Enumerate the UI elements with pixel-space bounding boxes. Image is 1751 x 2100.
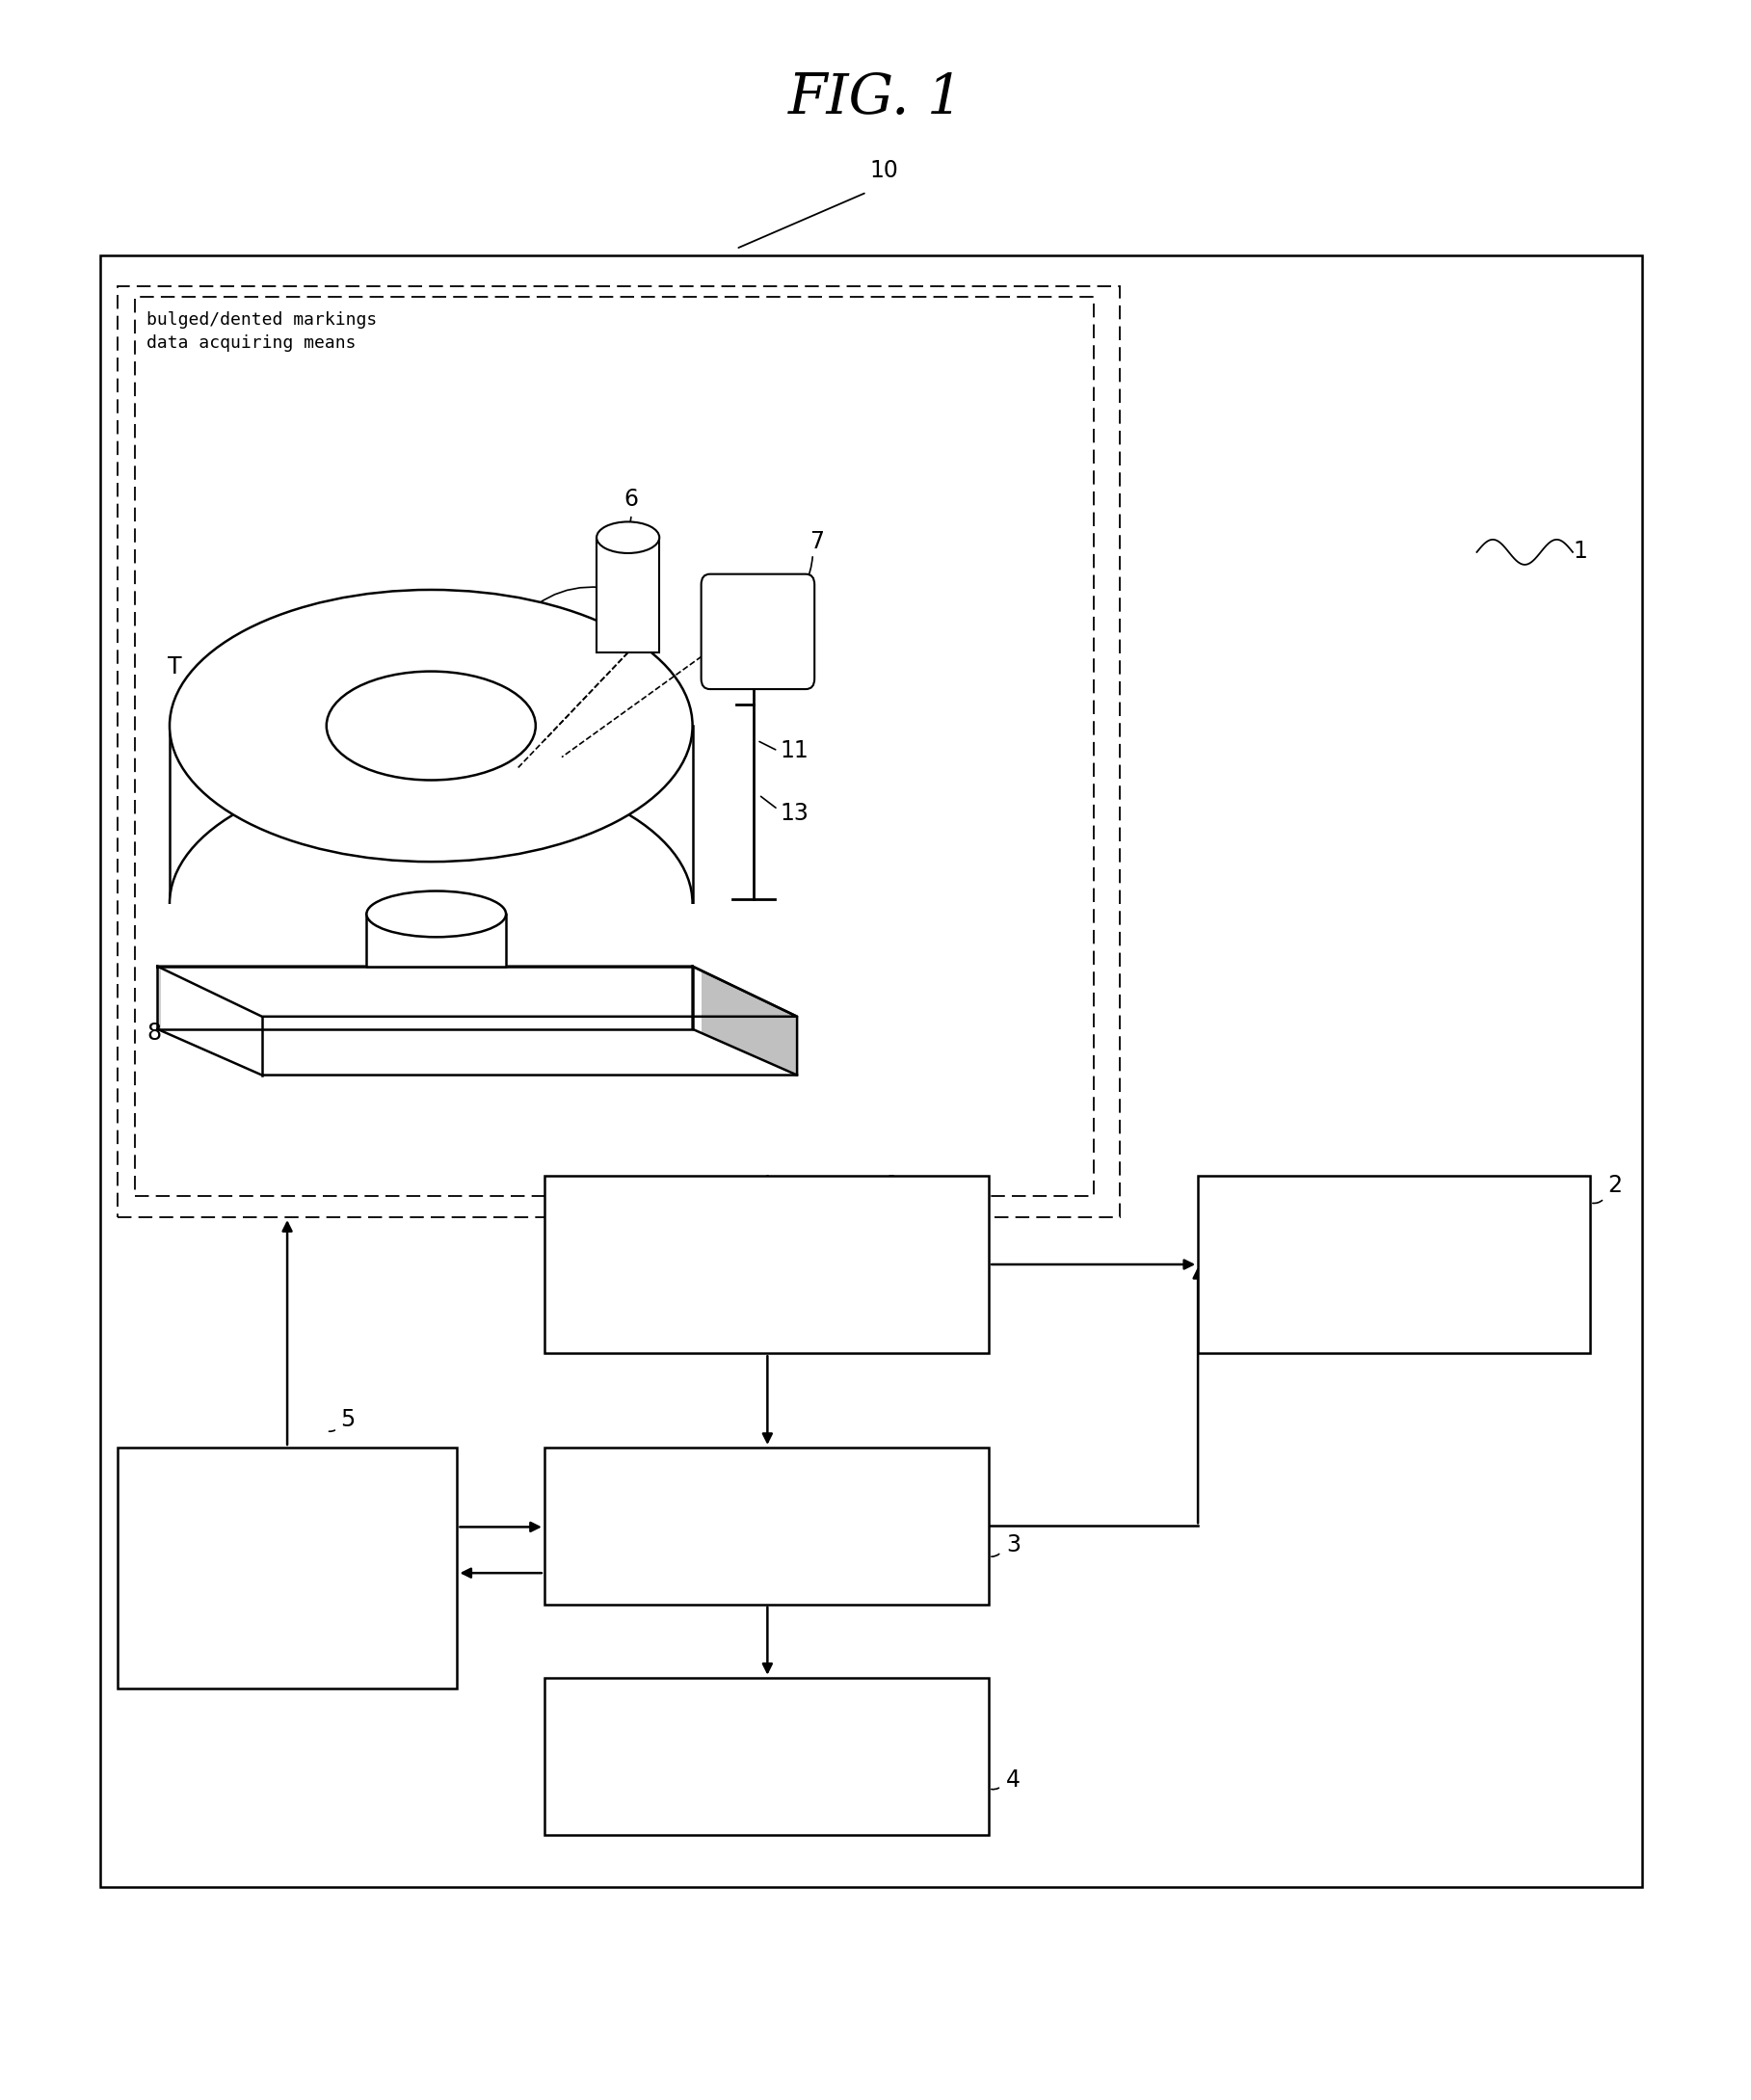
Text: 8: 8	[147, 1021, 161, 1044]
Polygon shape	[158, 966, 797, 1016]
Bar	[597, 538, 660, 653]
Text: bulged/dented markings
data acquiring means: bulged/dented markings data acquiring me…	[147, 311, 378, 351]
Text: result display means: result display means	[653, 1747, 879, 1766]
Bar	[545, 1678, 989, 1835]
Polygon shape	[158, 966, 692, 1029]
Ellipse shape	[597, 521, 660, 552]
Text: 10: 10	[870, 160, 898, 183]
Polygon shape	[692, 966, 797, 1075]
Ellipse shape	[170, 769, 692, 1040]
Bar	[117, 286, 1119, 1218]
FancyBboxPatch shape	[700, 573, 814, 689]
Text: 3: 3	[1007, 1533, 1021, 1556]
Text: control means
for total
device: control means for total device	[214, 1535, 361, 1600]
Text: T: T	[168, 655, 182, 678]
Bar	[117, 1447, 457, 1688]
Bar	[135, 296, 1093, 1197]
Text: 9: 9	[884, 1174, 898, 1197]
Text: device for generating
geometric data: device for generating geometric data	[648, 1243, 886, 1285]
Text: 1: 1	[1572, 540, 1586, 563]
Text: 6: 6	[625, 487, 639, 510]
Bar	[161, 903, 700, 1050]
Text: 11: 11	[779, 739, 809, 762]
Text: 12: 12	[478, 613, 506, 636]
Bar	[545, 1176, 989, 1352]
Bar	[545, 1447, 989, 1604]
Bar	[100, 254, 1642, 1886]
Bar	[1198, 1176, 1590, 1352]
Text: 4: 4	[1007, 1768, 1021, 1791]
Polygon shape	[366, 914, 506, 966]
Text: computing means: computing means	[681, 1516, 851, 1535]
Text: 5: 5	[340, 1409, 355, 1432]
Ellipse shape	[366, 890, 506, 937]
Text: geometric data
storage means: geometric data storage means	[1315, 1243, 1473, 1285]
Text: 7: 7	[809, 529, 823, 552]
Ellipse shape	[170, 590, 692, 861]
Text: FIG. 1: FIG. 1	[788, 71, 963, 126]
Text: 2: 2	[1607, 1174, 1621, 1197]
Text: 13: 13	[779, 802, 809, 825]
Ellipse shape	[326, 672, 536, 779]
